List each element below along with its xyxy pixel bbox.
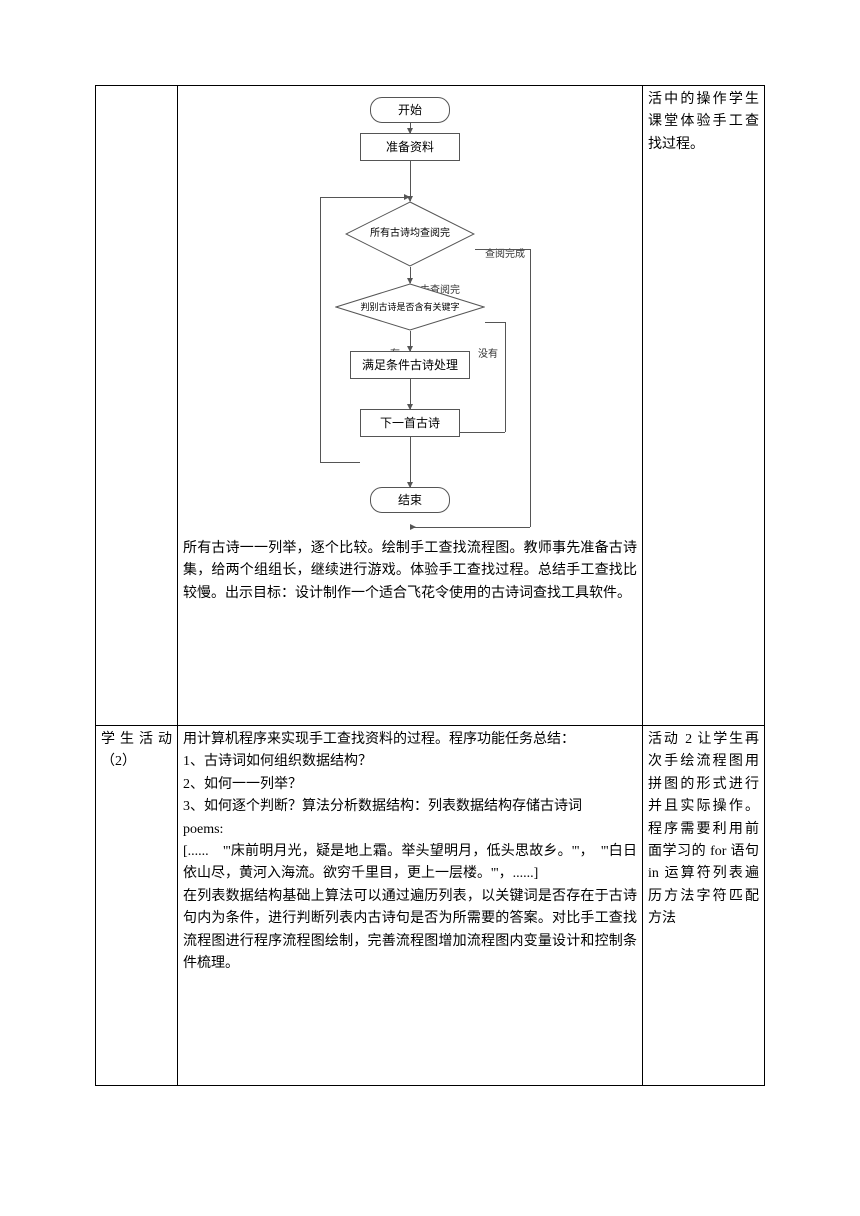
row1-paragraph: 所有古诗一一列举，逐个比较。绘制手工查找流程图。教师事先准备古诗集，给两个组组长… xyxy=(183,538,637,605)
content-line: poems: xyxy=(183,819,637,841)
flowchart-end: 结束 xyxy=(370,487,450,513)
arrow-icon xyxy=(410,437,411,487)
row1-label-cell xyxy=(96,86,178,726)
flowchart-d2-text: 判别古诗是否含有关键字 xyxy=(335,283,485,331)
flowchart-prepare: 准备资料 xyxy=(360,133,460,161)
flowchart-d1-text: 所有古诗均查阅完 xyxy=(345,201,475,267)
flowchart-branch-line xyxy=(505,322,506,432)
flowchart-loop-line xyxy=(320,197,321,462)
flowchart-decision-2: 判别古诗是否含有关键字 xyxy=(335,283,485,331)
arrow-icon xyxy=(410,524,416,530)
arrow-icon xyxy=(410,379,411,409)
content-line: 1、古诗词如何组织数据结构？ xyxy=(183,751,637,773)
flowchart-process: 满足条件古诗处理 xyxy=(350,351,470,379)
flowchart-branch-line xyxy=(475,249,530,250)
flowchart: 开始 准备资料 所有古诗均查阅完 未查阅完 查阅完成 xyxy=(280,97,540,513)
arrow-icon xyxy=(404,194,410,200)
content-line: 3、如何逐个判断？算法分析数据结构：列表数据结构存储古诗词 xyxy=(183,796,637,818)
row2-note-cell: 活动 2 让学生再次手绘流程图用拼图的形式进行并且实际操作。程序需要利用前面学习… xyxy=(643,726,765,1086)
content-line: [...... '''床前明月光，疑是地上霜。举头望明月，低头思故乡。'''， … xyxy=(183,841,637,886)
flowchart-branch-line xyxy=(530,249,531,527)
arrow-icon xyxy=(410,331,411,351)
flowchart-branch-line xyxy=(410,527,530,528)
row2-content-cell: 用计算机程序来实现手工查找资料的过程。程序功能任务总结： 1、古诗词如何组织数据… xyxy=(178,726,643,1086)
row1-content-cell: 开始 准备资料 所有古诗均查阅完 未查阅完 查阅完成 xyxy=(178,86,643,726)
content-line: 用计算机程序来实现手工查找资料的过程。程序功能任务总结： xyxy=(183,729,637,751)
flowchart-next: 下一首古诗 xyxy=(360,409,460,437)
arrow-icon xyxy=(410,267,411,283)
table-row: 学生活动（2） 用计算机程序来实现手工查找资料的过程。程序功能任务总结： 1、古… xyxy=(96,726,765,1086)
flowchart-start: 开始 xyxy=(370,97,450,123)
flowchart-loop-line xyxy=(320,197,410,198)
row1-note-cell: 活中的操作学生课堂体验手工查找过程。 xyxy=(643,86,765,726)
row2-label-cell: 学生活动（2） xyxy=(96,726,178,1086)
flowchart-loop-line xyxy=(320,462,360,463)
content-line: 2、如何一一列举？ xyxy=(183,774,637,796)
document-table: 开始 准备资料 所有古诗均查阅完 未查阅完 查阅完成 xyxy=(95,85,765,1086)
arrow-icon xyxy=(410,123,411,133)
content-line: 在列表数据结构基础上算法可以通过遍历列表，以关键词是否存在于古诗句内为条件，进行… xyxy=(183,886,637,976)
flowchart-branch-line xyxy=(485,322,505,323)
flowchart-d2-no-label: 没有 xyxy=(478,347,498,363)
table-row: 开始 准备资料 所有古诗均查阅完 未查阅完 查阅完成 xyxy=(96,86,765,726)
flowchart-decision-1: 所有古诗均查阅完 xyxy=(345,201,475,267)
